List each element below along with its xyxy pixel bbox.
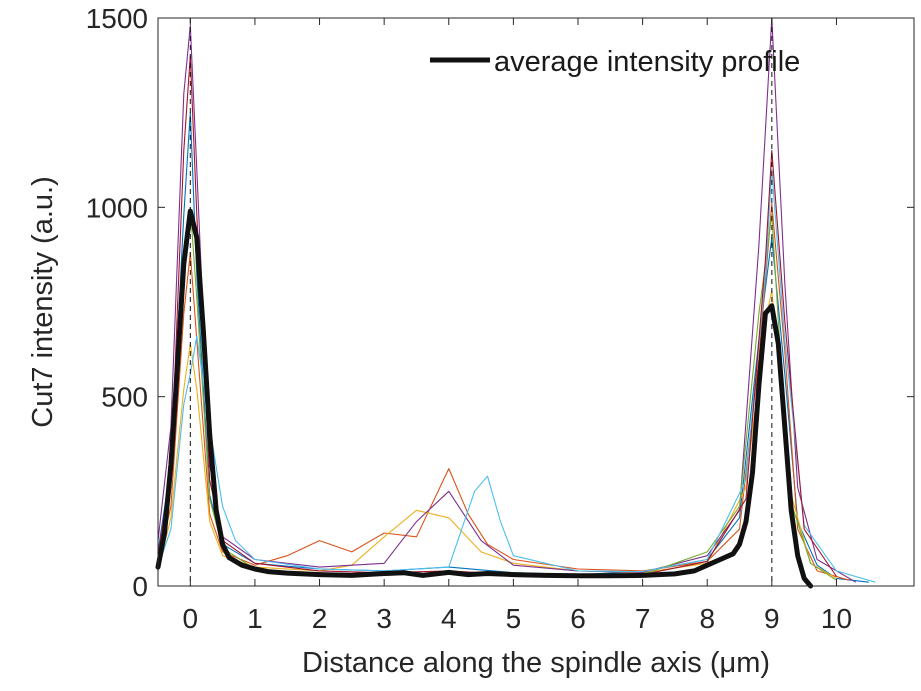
plot-area	[158, 18, 914, 586]
x-tick-label-10: 10	[821, 603, 852, 634]
x-axis-label-text: Distance along the spindle axis (μm)	[302, 647, 770, 679]
axis-ticks: 0 1 2 3 4 5 6 7 8 9 10 0 500 1000 1500	[86, 3, 914, 634]
x-tick-label-1: 1	[247, 603, 263, 634]
average-line-layer	[155, 208, 814, 589]
y-tick-label-1500: 1500	[86, 3, 148, 34]
y-axis-label-text: Cut7 intensity (a.u.)	[27, 176, 59, 427]
legend: average intensity profile	[430, 46, 800, 78]
y-tick-label-1000: 1000	[86, 192, 148, 223]
x-tick-label-9: 9	[764, 603, 780, 634]
y-tick-label-500: 500	[101, 382, 148, 413]
x-axis-label: Distance along the spindle axis (μm)	[302, 647, 770, 679]
x-tick-label-8: 8	[699, 603, 715, 634]
legend-entry-average-text: average intensity profile	[494, 46, 800, 78]
legend-entry-average: average intensity profile	[494, 46, 800, 78]
reference-lines	[189, 18, 773, 586]
series-line-4	[157, 17, 857, 583]
x-tick-label-7: 7	[635, 603, 651, 634]
x-tick-label-2: 2	[312, 603, 328, 634]
x-tick-label-0: 0	[183, 603, 199, 634]
x-tick-label-5: 5	[506, 603, 522, 634]
x-tick-label-4: 4	[441, 603, 457, 634]
y-axis-label: Cut7 intensity (a.u.)	[27, 176, 59, 427]
series-line-6	[157, 168, 876, 583]
average-profile-line	[155, 208, 814, 589]
y-tick-label-0: 0	[132, 571, 148, 602]
x-tick-label-3: 3	[376, 603, 392, 634]
x-tick-label-6: 6	[570, 603, 586, 634]
plot-frame	[157, 17, 915, 587]
series-line-2	[157, 202, 850, 581]
